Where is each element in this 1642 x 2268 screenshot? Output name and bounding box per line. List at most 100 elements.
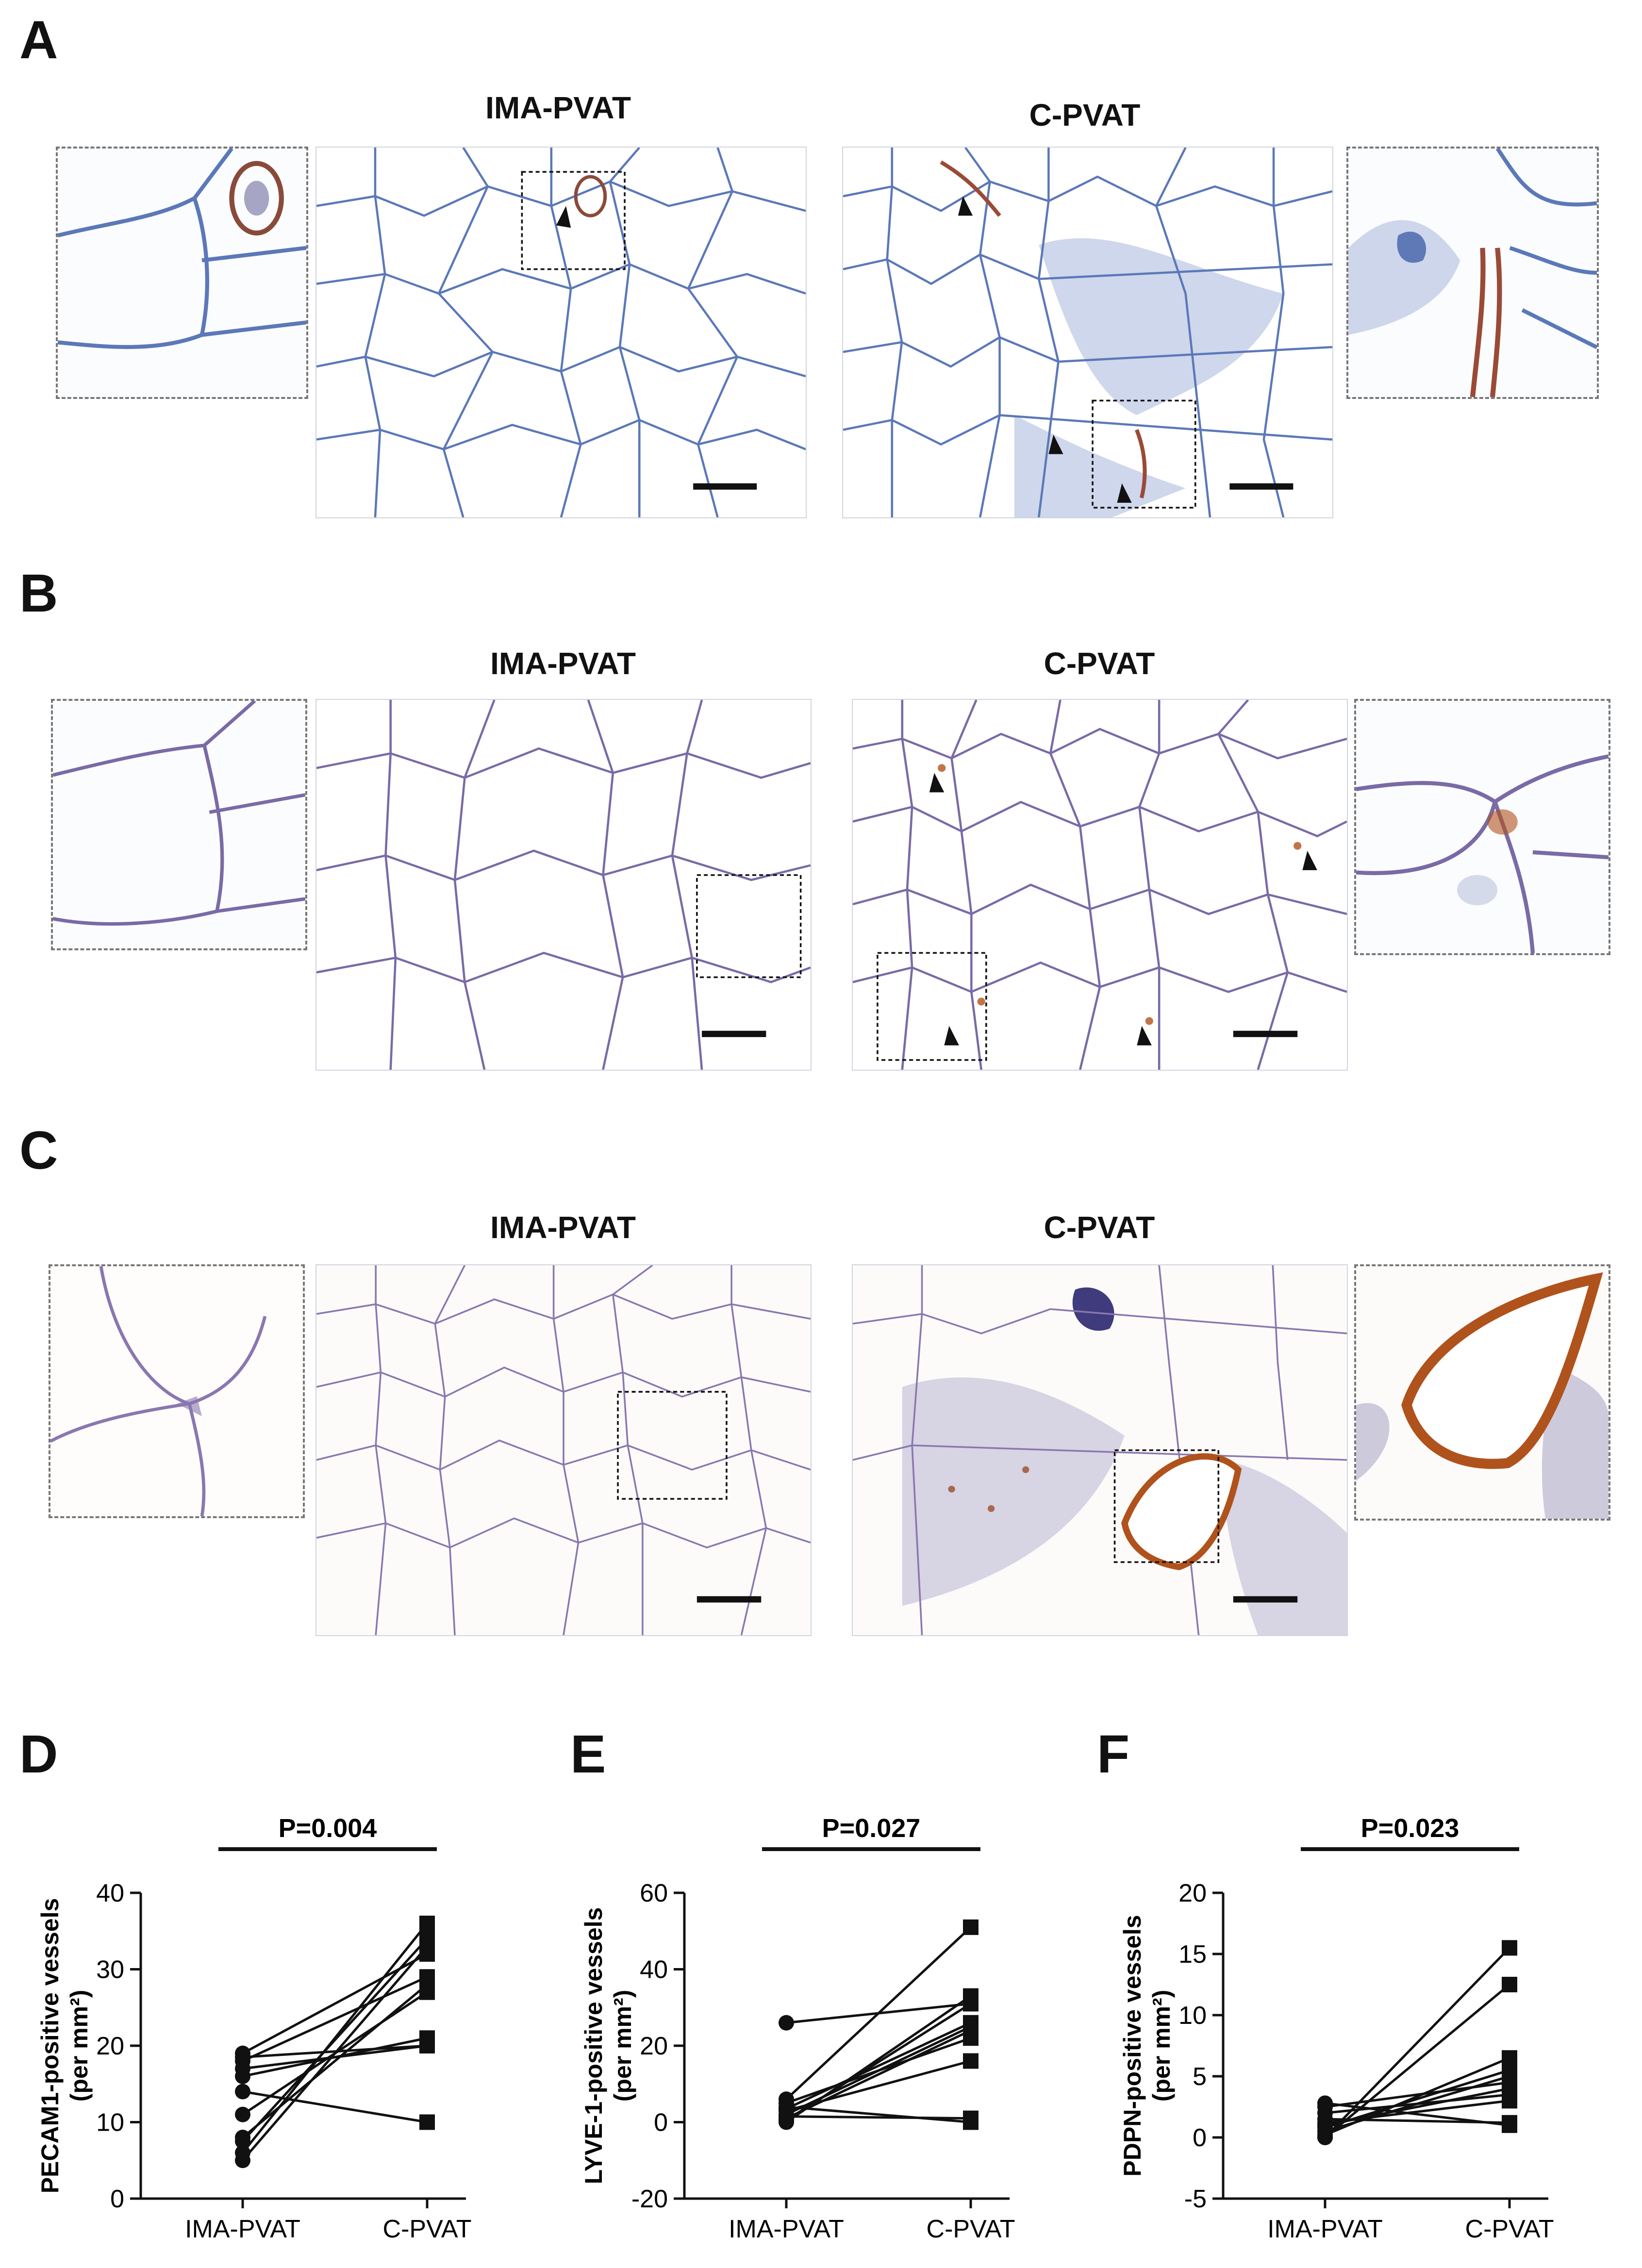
panel-letter-c: C bbox=[19, 1121, 58, 1180]
p-value-label: P=0.004 bbox=[279, 1814, 377, 1843]
pair-line bbox=[786, 2060, 971, 2112]
panel-c-left-inset bbox=[49, 1264, 305, 1518]
y-tick-label: 0 bbox=[1193, 2124, 1207, 2152]
panel-a-right-title: C-PVAT bbox=[1029, 98, 1141, 132]
x-tick-label: C-PVAT bbox=[383, 2215, 472, 2243]
p-value-label: P=0.023 bbox=[1361, 1814, 1460, 1843]
pair-line bbox=[242, 2044, 428, 2059]
ima-pvat-point bbox=[235, 2045, 250, 2061]
panel-letter-b: B bbox=[19, 563, 58, 623]
c-pvat-point bbox=[419, 1969, 435, 1985]
pair-line bbox=[786, 2002, 971, 2024]
chart-svg: -20 0 20 40 60 IMA-PVAT C-PVAT LYVE-1-positive … bbox=[580, 1814, 1015, 2243]
panel-a-c-pvat-micrograph bbox=[842, 147, 1333, 518]
c-pvat-point bbox=[1502, 1940, 1517, 1956]
pair-line bbox=[242, 1975, 428, 2062]
c-pvat-point bbox=[419, 2038, 435, 2053]
y-axis-label: PECAM1-positive vessels(per mm²) bbox=[36, 1898, 93, 2194]
panel-c-right-title: C-PVAT bbox=[1044, 1210, 1155, 1245]
y-tick-label: 40 bbox=[96, 1879, 124, 1907]
ima-pvat-point bbox=[779, 2015, 794, 2031]
c-pvat-point bbox=[963, 1996, 979, 2012]
y-tick-label: 60 bbox=[640, 1879, 668, 1907]
pair-line bbox=[1324, 1984, 1510, 2138]
p-value-label: P=0.027 bbox=[822, 1814, 921, 1843]
ima-pvat-point bbox=[235, 2084, 250, 2100]
c-pvat-point bbox=[1502, 2093, 1517, 2109]
y-tick-label: 5 bbox=[1193, 2063, 1207, 2091]
pair-line bbox=[786, 2036, 971, 2104]
x-tick-label: IMA-PVAT bbox=[729, 2215, 844, 2243]
panel-a-left-title: IMA-PVAT bbox=[485, 90, 631, 125]
x-tick-label: IMA-PVAT bbox=[185, 2215, 300, 2243]
panel-b-ima-pvat-micrograph bbox=[315, 699, 812, 1071]
pair-line bbox=[242, 2044, 428, 2070]
panel-c-left-title: IMA-PVAT bbox=[490, 1210, 636, 1245]
chart-f-pdpn: -5 0 5 10 15 20 IMA-PVAT C-PVAT PDPN-positive ve… bbox=[1111, 1796, 1597, 2257]
pair-line bbox=[786, 2115, 971, 2120]
c-pvat-point bbox=[1502, 2062, 1517, 2078]
ima-pvat-point bbox=[235, 2106, 250, 2122]
pair-line bbox=[1324, 1947, 1510, 2138]
panel-c-right-inset bbox=[1354, 1264, 1610, 1521]
x-tick-label: C-PVAT bbox=[1465, 2215, 1554, 2243]
y-axis-label: LYVE-1-positive vessels(per mm²) bbox=[580, 1907, 636, 2185]
pair-line bbox=[1325, 2102, 1510, 2127]
x-tick-label: C-PVAT bbox=[927, 2215, 1015, 2243]
y-tick-label: 10 bbox=[1178, 2002, 1207, 2030]
pair-line bbox=[785, 2021, 972, 2110]
y-tick-label: 20 bbox=[640, 2032, 668, 2060]
y-tick-label: -20 bbox=[631, 2185, 668, 2213]
panel-b-c-pvat-micrograph bbox=[852, 699, 1348, 1071]
pair-line bbox=[1325, 2081, 1510, 2108]
y-tick-label: 30 bbox=[96, 1956, 124, 1984]
ima-pvat-point bbox=[1317, 2115, 1333, 2131]
panel-letter-d: D bbox=[19, 1724, 58, 1784]
c-pvat-point bbox=[1502, 2117, 1517, 2133]
c-pvat-point bbox=[963, 1919, 979, 1935]
ima-pvat-point bbox=[1317, 2095, 1333, 2111]
pair-line bbox=[242, 2090, 428, 2123]
pair-line bbox=[1325, 2093, 1510, 2115]
ima-pvat-point bbox=[235, 2145, 250, 2161]
chart-e-lyve1: -20 0 20 40 60 IMA-PVAT C-PVAT LYVE-1-positive … bbox=[573, 1796, 1058, 2257]
panel-b-right-inset bbox=[1354, 699, 1610, 955]
y-axis-label: PDPN-positive vessels(per mm²) bbox=[1119, 1915, 1175, 2176]
panel-a-ima-pvat-micrograph bbox=[315, 147, 807, 518]
c-pvat-point bbox=[963, 2030, 979, 2046]
pair-line bbox=[242, 1922, 428, 2154]
y-tick-label: -5 bbox=[1184, 2185, 1207, 2213]
panel-b-left-title: IMA-PVAT bbox=[490, 646, 636, 681]
panel-letter-a: A bbox=[19, 10, 58, 70]
ima-pvat-point bbox=[235, 2130, 250, 2145]
c-pvat-point bbox=[419, 1931, 435, 1947]
panel-b-left-inset bbox=[51, 699, 307, 950]
panel-letter-f: F bbox=[1097, 1724, 1130, 1784]
c-pvat-point bbox=[963, 2015, 979, 2031]
pair-line bbox=[786, 2105, 971, 2123]
y-tick-label: 15 bbox=[1178, 1940, 1207, 1969]
c-pvat-point bbox=[419, 1984, 435, 2000]
c-pvat-point bbox=[1502, 1977, 1517, 1992]
pair-line bbox=[242, 1984, 428, 2138]
panel-a-left-inset bbox=[56, 147, 308, 399]
c-pvat-point bbox=[419, 1946, 435, 1962]
panel-c-ima-pvat-micrograph bbox=[315, 1264, 812, 1636]
y-tick-label: 20 bbox=[1178, 1879, 1207, 1907]
c-pvat-point bbox=[963, 2053, 979, 2069]
y-tick-label: 0 bbox=[654, 2109, 668, 2137]
pair-line bbox=[242, 1937, 428, 2142]
panel-letter-e: E bbox=[570, 1724, 606, 1784]
panel-c-c-pvat-micrograph bbox=[852, 1264, 1348, 1636]
chart-svg: 0 10 20 30 40 IMA-PVAT C-PVAT PECAM1-positive v… bbox=[36, 1814, 472, 2243]
c-pvat-point bbox=[963, 2110, 979, 2126]
c-pvat-point bbox=[419, 2114, 435, 2130]
pair-line bbox=[242, 1953, 428, 2054]
y-tick-label: 40 bbox=[640, 1956, 668, 1984]
c-pvat-point bbox=[419, 1916, 435, 1931]
y-tick-label: 0 bbox=[110, 2185, 124, 2213]
y-tick-label: 20 bbox=[96, 2032, 124, 2060]
y-tick-label: 10 bbox=[96, 2109, 124, 2137]
pair-line bbox=[785, 2029, 972, 2119]
panel-a-right-inset bbox=[1346, 147, 1599, 399]
